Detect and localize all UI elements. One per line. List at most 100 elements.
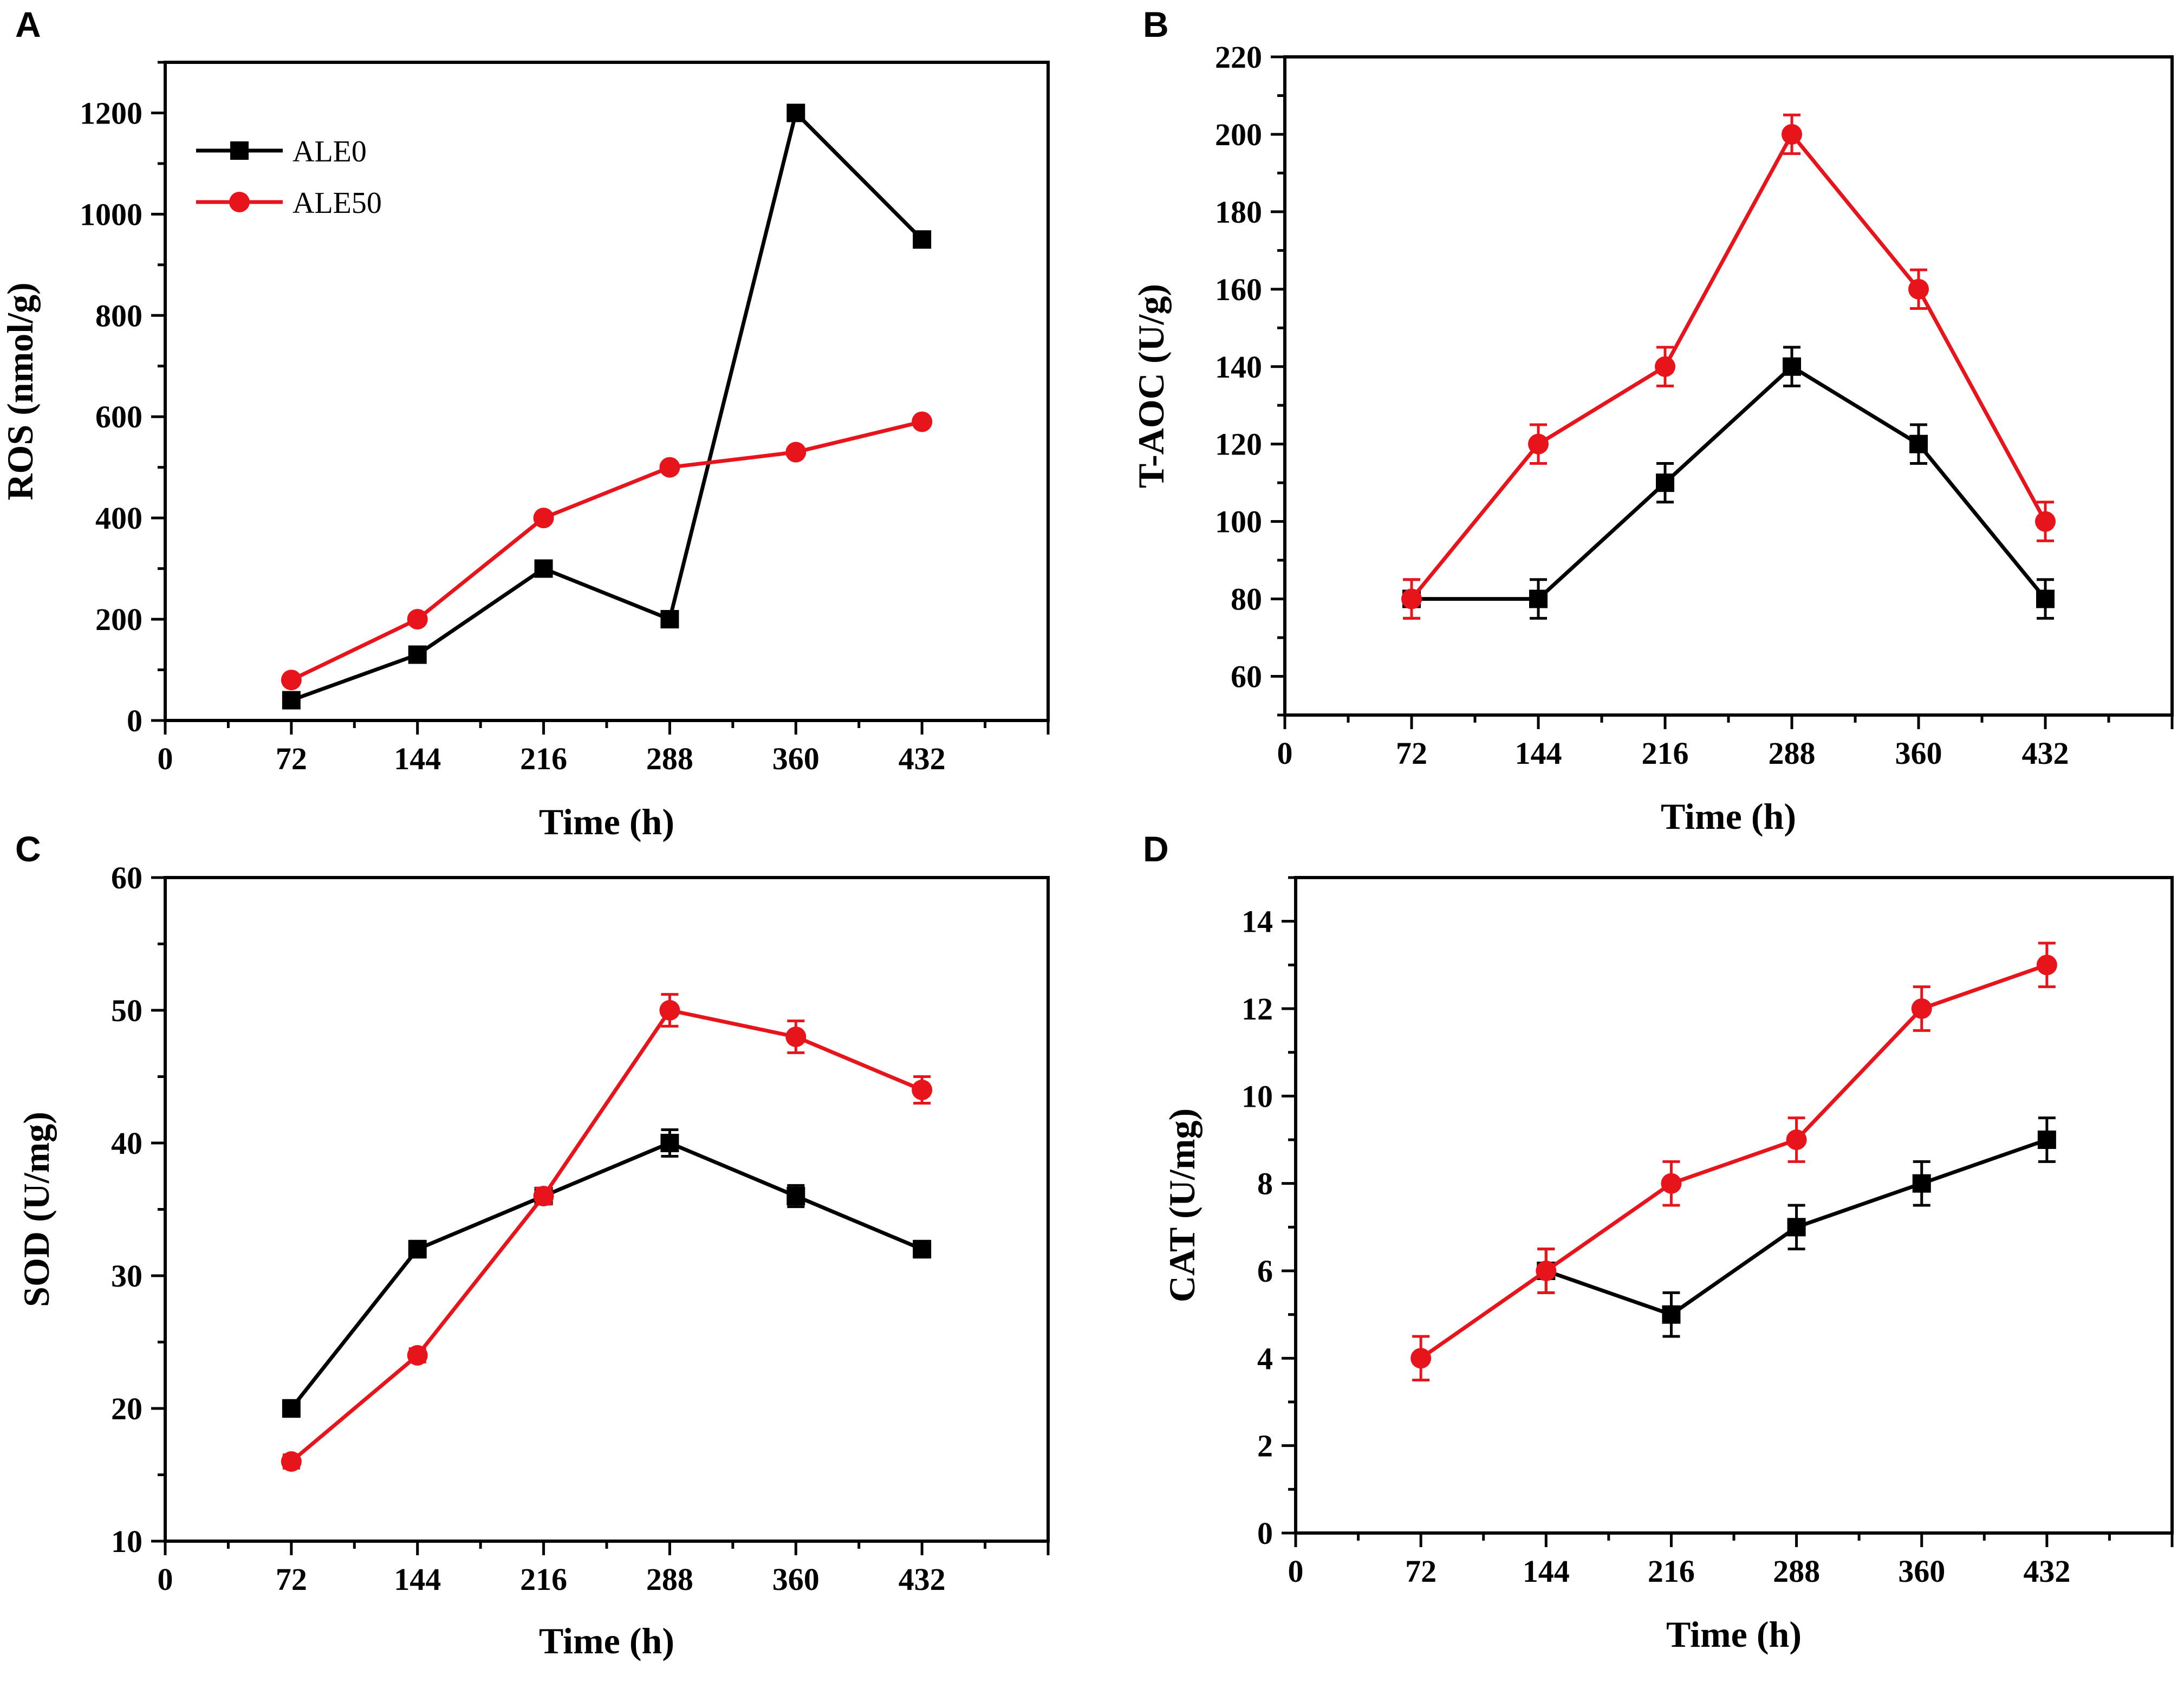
series-ale0 — [1402, 346, 2055, 620]
panel-d: D 0 72 144 216 288 360 432 0 2 4 6 8 10 12 14 Time (h) CA… — [1143, 829, 2174, 1655]
x-tick-label: 144 — [394, 1562, 441, 1597]
y-tick-label: 10 — [111, 1524, 142, 1559]
y-tick-label: 2 — [1257, 1428, 1273, 1464]
data-point — [1782, 124, 1802, 145]
y-tick-label: 1000 — [80, 197, 142, 232]
data-point — [281, 1451, 302, 1472]
data-point — [785, 1027, 807, 1047]
x-tick-label: 216 — [520, 1562, 567, 1597]
y-tick-label: 160 — [1215, 272, 1262, 307]
y-tick-label: 120 — [1215, 427, 1262, 462]
data-point — [408, 1240, 427, 1258]
data-point — [1528, 433, 1549, 454]
data-point — [1912, 1174, 1931, 1193]
data-point — [2036, 954, 2057, 976]
x-tick-label: 144 — [1523, 1554, 1570, 1589]
series-line — [290, 420, 922, 682]
panel-c: C 0 72 144 216 288 360 432 10 20 30 40 50 60 Time (h) S… — [15, 829, 1050, 1661]
x-tick-label: 360 — [772, 741, 820, 776]
y-tick-label: 200 — [95, 602, 142, 637]
series-line — [290, 1008, 923, 1463]
data-point — [2035, 511, 2056, 532]
y-tick-label: 12 — [1242, 991, 1273, 1027]
x-tick-label: 360 — [1898, 1554, 1945, 1589]
data-point — [660, 1134, 679, 1152]
data-point — [912, 411, 933, 432]
y-axis-title: ROS (nmol/g) — [0, 282, 41, 500]
legend: ALE0 ALE50 — [196, 135, 382, 220]
panel-letter: A — [15, 4, 41, 44]
y-tick-label: 8 — [1257, 1166, 1273, 1202]
y-axis-title: CAT (U/mg) — [1161, 1108, 1202, 1302]
x-tick-label: 288 — [646, 1562, 693, 1597]
y-tick-label: 800 — [95, 298, 142, 333]
x-tick-label: 360 — [772, 1562, 820, 1597]
x-tick-label: 0 — [1277, 736, 1293, 771]
y-tick-label: 140 — [1215, 349, 1262, 385]
data-point — [1786, 1129, 1807, 1150]
data-point — [533, 1186, 554, 1206]
series-line — [1420, 963, 2048, 1360]
y-tick-label: 10 — [1242, 1079, 1273, 1114]
x-tick-label: 216 — [520, 741, 567, 776]
data-point — [407, 609, 428, 630]
x-tick-label: 72 — [1405, 1554, 1436, 1589]
x-tick-label: 72 — [276, 741, 307, 776]
y-tick-label: 50 — [111, 993, 142, 1028]
y-axis-title: SOD (U/mg) — [16, 1112, 57, 1307]
data-point — [786, 1187, 805, 1205]
y-tick-label: 4 — [1257, 1341, 1273, 1376]
plot-frame — [1294, 876, 2174, 1535]
series-line — [1412, 365, 2047, 601]
data-point — [786, 103, 805, 122]
data-point — [1656, 473, 1674, 492]
x-axis-title: Time (h) — [1661, 796, 1796, 837]
data-point — [533, 508, 554, 529]
x-tick-label: 360 — [1895, 736, 1942, 771]
y-tick-label: 60 — [1231, 659, 1262, 694]
y-tick-label: 30 — [111, 1258, 142, 1294]
panel-letter: B — [1143, 4, 1169, 44]
x-tick-label: 0 — [1288, 1554, 1304, 1589]
legend-label: ALE0 — [292, 135, 367, 168]
data-point — [1911, 998, 1932, 1019]
data-point — [1662, 1305, 1681, 1324]
x-tick-label: 288 — [646, 741, 693, 776]
data-point — [1661, 1173, 1682, 1194]
x-tick-label: 288 — [1769, 736, 1816, 771]
plot-frame — [164, 876, 1050, 1543]
data-point — [534, 559, 553, 578]
data-point — [1401, 588, 1422, 609]
y-tick-label: 0 — [127, 703, 142, 738]
legend-label: ALE50 — [292, 186, 382, 220]
data-point — [1787, 1218, 1806, 1237]
y-tick-label: 14 — [1242, 904, 1273, 939]
data-point — [282, 1399, 301, 1418]
y-tick-label: 180 — [1215, 194, 1262, 230]
data-point — [660, 610, 679, 629]
x-axis-title: Time (h) — [539, 801, 674, 842]
series-line — [1410, 132, 2047, 600]
series-line — [290, 111, 924, 702]
x-tick-label: 432 — [2023, 1554, 2070, 1589]
series-ale50 — [281, 411, 933, 691]
plot-frame — [1283, 55, 2174, 717]
y-tick-label: 0 — [1257, 1516, 1273, 1551]
x-tick-label: 432 — [899, 1562, 946, 1597]
x-tick-label: 72 — [276, 1562, 307, 1597]
y-tick-label: 20 — [111, 1391, 142, 1426]
x-tick-label: 72 — [1396, 736, 1427, 771]
legend-marker — [229, 192, 250, 212]
series-ale50 — [281, 993, 933, 1472]
panel-letter: D — [1143, 829, 1169, 869]
panel-b: B 0 72 144 216 288 360 432 60 80 100 120 140 160 180 20… — [1130, 4, 2174, 837]
x-axis-title: Time (h) — [1666, 1614, 1802, 1655]
data-point — [408, 645, 427, 664]
data-point — [1410, 1348, 1432, 1369]
x-tick-label: 144 — [1515, 736, 1562, 771]
data-point — [1536, 1261, 1557, 1281]
y-tick-label: 220 — [1215, 40, 1262, 75]
x-tick-label: 0 — [158, 1562, 173, 1597]
panel-a: A 0 72 144 216 288 360 432 0 200 400 600 800 1000 1200… — [0, 4, 1050, 842]
